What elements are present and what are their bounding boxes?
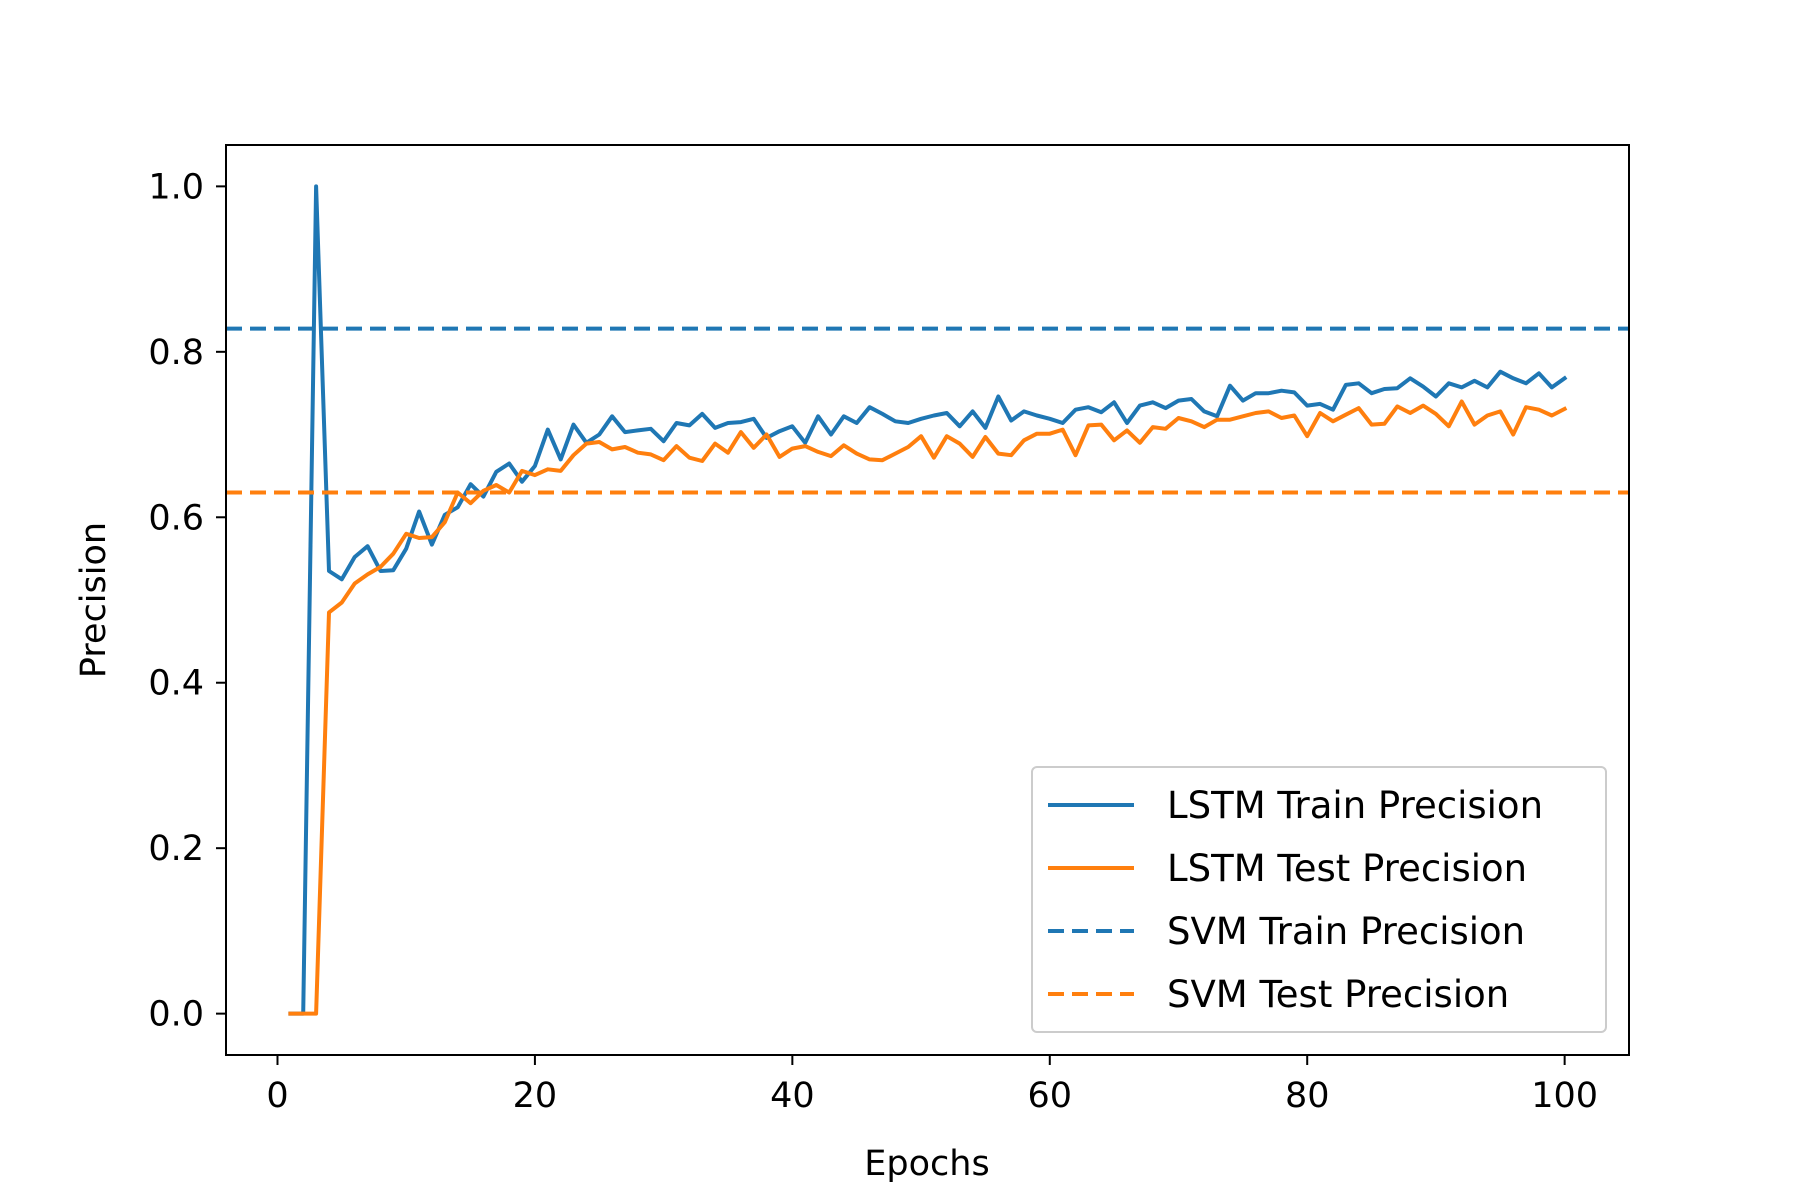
- legend-box: [1031, 766, 1607, 1033]
- y-tick-label: 0.0: [148, 995, 204, 1035]
- y-axis-ticks: 0.0 0.2 0.4 0.6 0.8 1.0: [148, 167, 226, 1035]
- legend-label-lstm-test-precision: LSTM Test Precision: [1167, 847, 1527, 890]
- y-tick-label: 1.0: [148, 167, 204, 207]
- x-axis-label: Epochs: [864, 1144, 989, 1184]
- legend-label-svm-train-precision: SVM Train Precision: [1167, 910, 1525, 953]
- y-tick-label: 0.4: [148, 664, 204, 704]
- x-tick-label: 0: [266, 1076, 288, 1116]
- y-axis-label: Precision: [74, 522, 114, 678]
- y-tick-label: 0.6: [148, 498, 204, 538]
- x-tick-label: 20: [513, 1076, 558, 1116]
- legend-label-svm-test-precision: SVM Test Precision: [1167, 973, 1509, 1016]
- x-axis-ticks: 0 20 40 60 80 100: [266, 1055, 1598, 1116]
- lstm-train-precision-line: [288, 184, 1568, 1016]
- y-tick-label: 0.8: [148, 333, 204, 373]
- x-tick-label: 100: [1531, 1076, 1598, 1116]
- legend: LSTM Train Precision LSTM Test Precision S…: [1031, 766, 1607, 1033]
- x-tick-label: 60: [1028, 1076, 1073, 1116]
- lstm-test-precision-line: [288, 399, 1568, 1016]
- x-tick-label: 80: [1285, 1076, 1330, 1116]
- series-layer: [226, 184, 1629, 1016]
- x-tick-label: 40: [770, 1076, 815, 1116]
- legend-label-lstm-train-precision: LSTM Train Precision: [1167, 784, 1543, 827]
- plot-frame: [225, 144, 1630, 1056]
- y-tick-label: 0.2: [148, 829, 204, 869]
